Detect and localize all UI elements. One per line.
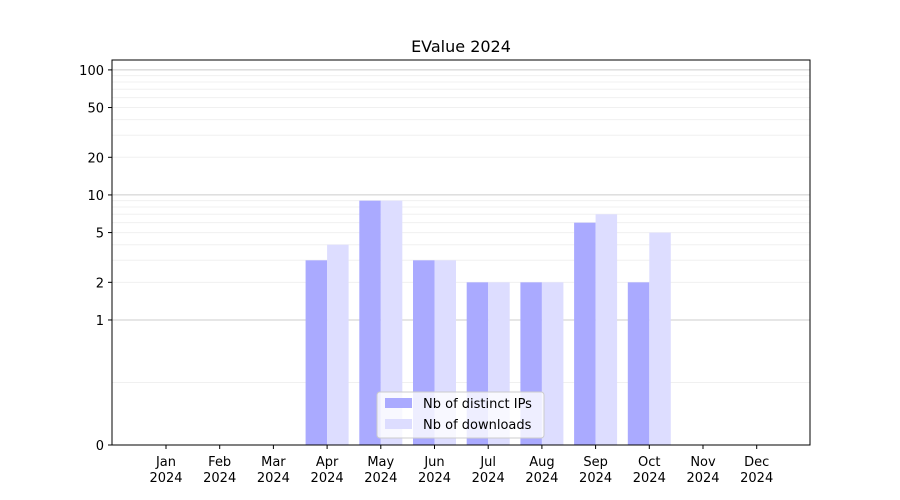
- x-tick-label: 2024: [364, 471, 397, 486]
- x-tick-label: Dec: [744, 455, 769, 470]
- bars: [305, 200, 671, 445]
- x-tick-label: May: [367, 455, 394, 470]
- x-tick-label: 2024: [579, 471, 612, 486]
- legend-box: [376, 391, 545, 439]
- y-tick-label: 5: [96, 227, 104, 242]
- x-tick-label: Aug: [529, 455, 554, 470]
- y-tick-label: 50: [87, 102, 104, 117]
- y-axis: 0 1 2 5 10 20 50 100: [79, 64, 112, 454]
- chart-title: EValue 2024: [411, 37, 511, 56]
- x-tick-label: Mar: [261, 455, 286, 470]
- x-tick-label: 2024: [311, 471, 344, 486]
- x-tick-label: 2024: [418, 471, 451, 486]
- bar: [380, 200, 403, 445]
- bar: [327, 244, 349, 445]
- legend-label: Nb of distinct IPs: [423, 397, 532, 412]
- x-tick-label: 2024: [740, 471, 773, 486]
- x-tick-label: Feb: [208, 455, 231, 470]
- x-tick-label: Apr: [316, 455, 339, 470]
- plot-frame: [111, 59, 811, 446]
- bar: [627, 282, 650, 445]
- bar: [541, 282, 564, 445]
- x-tick-label: 2024: [203, 471, 236, 486]
- bar: [305, 260, 328, 445]
- y-tick-label: 10: [87, 189, 104, 204]
- x-tick-label: Jan: [155, 455, 176, 470]
- x-tick-label: Jun: [423, 455, 444, 470]
- x-tick-label: Nov: [690, 455, 716, 470]
- bar: [649, 232, 671, 445]
- legend-swatch: [385, 419, 412, 429]
- bar: [359, 200, 381, 445]
- x-axis: Jan2024Feb2024Mar2024Apr2024May2024Jun20…: [149, 445, 773, 486]
- legend-swatch: [385, 398, 412, 408]
- y-tick-label: 20: [87, 151, 104, 166]
- bar: [595, 214, 618, 445]
- x-tick-label: 2024: [257, 471, 290, 486]
- y-tick-label: 2: [96, 276, 104, 291]
- x-tick-label: 2024: [686, 471, 719, 486]
- y-tick-label: 1: [96, 314, 104, 329]
- legend: Nb of distinct IPs Nb of downloads: [376, 391, 545, 439]
- x-tick-label: Sep: [583, 455, 608, 470]
- x-tick-label: 2024: [149, 471, 182, 486]
- grid-lines: [112, 69, 810, 383]
- x-tick-label: 2024: [633, 471, 666, 486]
- x-tick-label: 2024: [525, 471, 558, 486]
- x-tick-label: Oct: [638, 455, 660, 470]
- legend-label: Nb of downloads: [423, 418, 532, 433]
- x-tick-label: 2024: [472, 471, 505, 486]
- y-tick-label: 100: [79, 64, 104, 79]
- bar: [574, 222, 596, 445]
- x-tick-label: Jul: [479, 455, 496, 470]
- y-tick-label: 0: [96, 439, 104, 454]
